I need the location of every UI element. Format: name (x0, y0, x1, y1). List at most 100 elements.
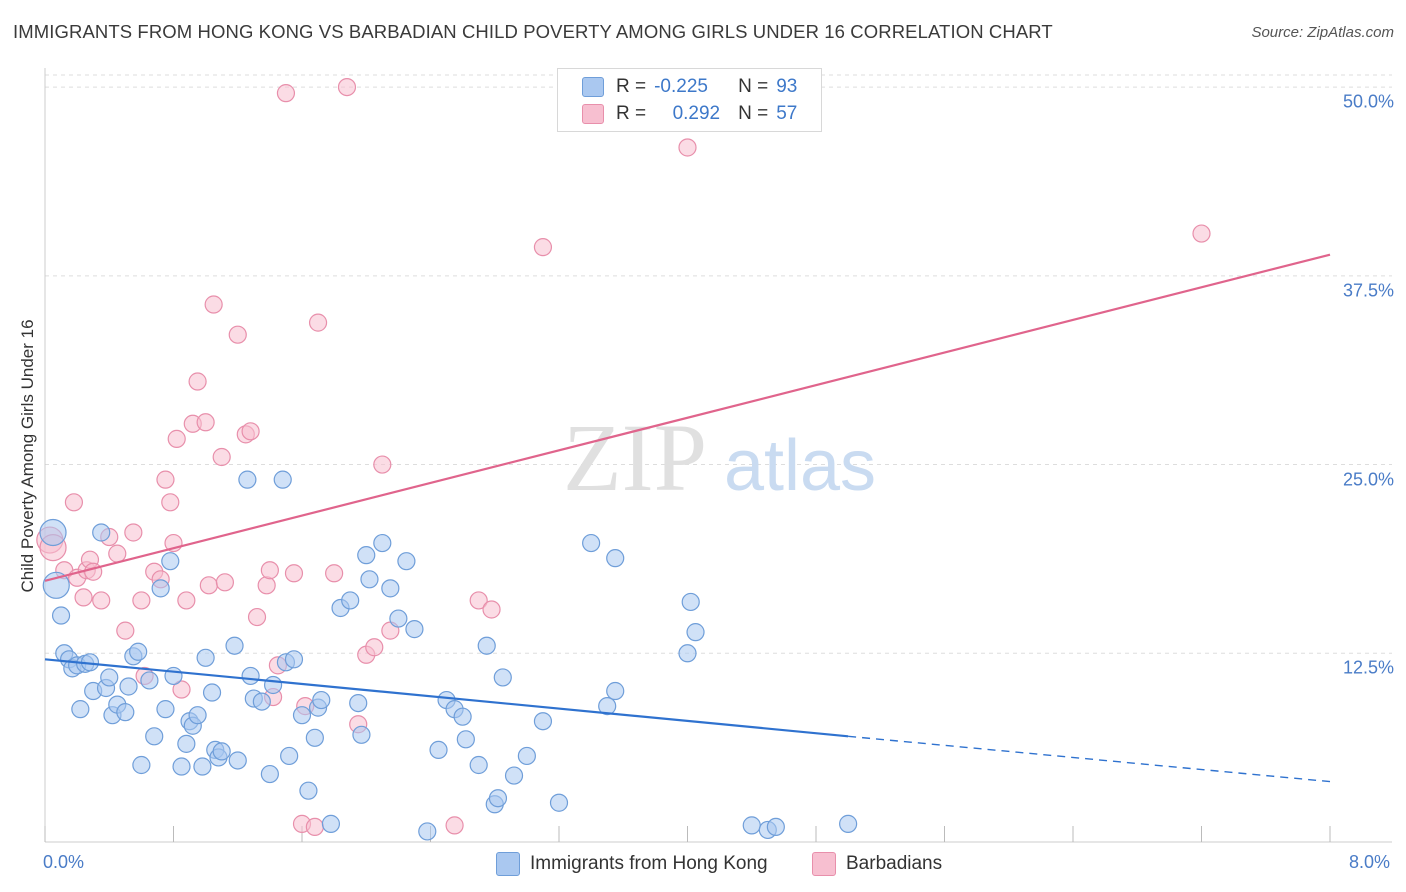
hong-kong-point (156, 700, 175, 719)
hong-kong-point (681, 592, 700, 612)
barbadians-point (305, 817, 324, 837)
legend-r-value: -0.225 (654, 76, 708, 97)
barbadians-point (247, 607, 267, 627)
barbadians-point (92, 591, 111, 610)
y-axis-label: Child Poverty Among Girls Under 16 (18, 319, 37, 593)
legend-n-label: N = (738, 76, 769, 97)
barbadians-point (215, 573, 234, 592)
barbadians-point (177, 591, 196, 610)
barbadians-point (204, 295, 223, 314)
barbadians-point (284, 564, 304, 583)
hong-kong-point (132, 755, 151, 775)
hong-kong-point (606, 549, 625, 568)
barbadians-point (228, 325, 247, 344)
hong-kong-point (177, 734, 196, 753)
hong-kong-point (252, 692, 271, 711)
watermark-zip: ZIP (563, 404, 707, 511)
legend-r-label: R = (616, 103, 647, 124)
barbadians-point (373, 455, 392, 474)
legend-row-hong-kong: R = -0.225 N = 93 (582, 74, 797, 100)
legend-swatch-pink (582, 104, 604, 124)
hong-kong-trend-line (44, 658, 849, 738)
barbadians-point (74, 588, 93, 607)
hong-kong-point (341, 591, 360, 610)
legend-row-barbadians: R = 0.292 N = 57 (582, 101, 797, 127)
barbadians-point (1192, 224, 1211, 243)
hong-kong-point (360, 570, 379, 589)
hong-kong-point (71, 700, 90, 719)
hong-kong-point (533, 712, 553, 731)
hong-kong-point (225, 636, 244, 655)
hong-kong-points (39, 470, 858, 841)
bottom-legend-barbadians: Barbadians (812, 852, 942, 876)
hong-kong-point (381, 579, 400, 598)
hong-kong-point (389, 609, 408, 628)
bottom-legend-label-blue: Immigrants from Hong Kong (530, 853, 768, 874)
hong-kong-point (238, 470, 257, 489)
bottom-legend-hong-kong: Immigrants from Hong Kong (496, 852, 768, 876)
hong-kong-point (280, 746, 299, 766)
y-tick-label: 12.5% (1342, 657, 1394, 678)
barbadians-point (469, 591, 488, 610)
barbadians-point (172, 680, 191, 699)
barbadians-point (533, 238, 553, 257)
hong-kong-point (305, 728, 324, 747)
hong-kong-point (151, 579, 170, 598)
hong-kong-point (193, 757, 212, 776)
hong-kong-point (742, 816, 761, 835)
barbadians-point (241, 422, 260, 441)
hong-kong-point (839, 814, 858, 833)
barbadians-point (108, 544, 127, 563)
hong-kong-point (172, 757, 191, 776)
hong-kong-point (582, 533, 601, 553)
barbadians-point (132, 591, 151, 610)
hong-kong-point (39, 518, 67, 547)
hong-kong-point (429, 740, 448, 760)
hong-kong-point (453, 707, 472, 726)
hong-kong-point (188, 706, 207, 725)
hong-kong-point (273, 470, 292, 489)
chart-title: IMMIGRANTS FROM HONG KONG VS BARBADIAN C… (13, 21, 1053, 42)
hong-kong-point (161, 552, 180, 571)
barbadians-point (212, 447, 231, 467)
hong-kong-point (352, 725, 371, 744)
hong-kong-point (373, 533, 392, 553)
barbadians-point (325, 564, 344, 583)
barbadians-point (445, 816, 464, 835)
hong-kong-point (140, 671, 159, 690)
hong-kong-point (349, 693, 368, 713)
hong-kong-point (284, 650, 304, 669)
grid (45, 74, 1392, 654)
barbadians-point (116, 621, 135, 640)
barbadians-point (196, 413, 215, 432)
hong-kong-point (504, 766, 524, 785)
legend-n-value: 57 (776, 103, 798, 124)
hong-kong-point (263, 675, 283, 695)
bottom-legend-label-pink: Barbadians (846, 853, 943, 874)
x-tick-max: 8.0% (1349, 852, 1391, 872)
hong-kong-point (228, 751, 247, 770)
barbadians-point (167, 429, 186, 448)
source-label: Source: ZipAtlas.com (1251, 24, 1394, 41)
hong-kong-point (129, 642, 148, 661)
hong-kong-point (418, 822, 437, 841)
hong-kong-point (397, 552, 416, 571)
barbadians-point (365, 638, 384, 657)
hong-kong-point (202, 683, 222, 702)
hong-kong-point (477, 636, 496, 655)
bottom-swatch-blue (496, 852, 520, 876)
trend-lines (44, 253, 1331, 783)
legend-swatch-blue (582, 77, 604, 97)
barbadians-point (161, 493, 180, 512)
hong-kong-point (598, 697, 617, 716)
hong-kong-point (312, 690, 331, 710)
hong-kong-point (469, 755, 488, 775)
hong-kong-point (766, 817, 785, 837)
hong-kong-point (606, 681, 625, 701)
hong-kong-point (299, 781, 318, 800)
watermark: ZIP atlas (563, 404, 876, 511)
barbadians-point (678, 138, 697, 157)
y-tick-label: 50.0% (1342, 91, 1394, 112)
legend-n-value: 93 (776, 76, 798, 97)
